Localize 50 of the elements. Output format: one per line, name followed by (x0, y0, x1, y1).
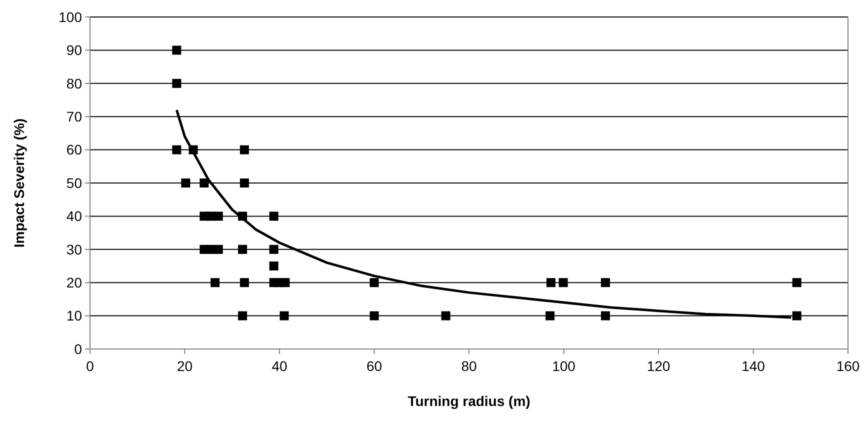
point (240, 278, 249, 288)
point (269, 262, 278, 270)
x-tick-label: 80 (461, 358, 477, 374)
y-tick-label: 80 (66, 75, 82, 92)
point (546, 278, 556, 288)
y-tick-label: 50 (66, 174, 82, 191)
point (240, 178, 249, 188)
point (280, 311, 289, 320)
point (441, 311, 450, 320)
x-axis-title: Turning radius (m) (408, 393, 530, 409)
point (172, 145, 182, 154)
point (546, 311, 555, 320)
y-tick-label: 0 (74, 340, 82, 357)
point (200, 178, 209, 188)
x-tick-label: 20 (176, 358, 193, 374)
y-tick-label: 60 (66, 142, 82, 158)
point (558, 278, 568, 288)
y-tick-label: 90 (66, 42, 82, 58)
y-tick-label: 30 (66, 241, 82, 258)
point (280, 278, 290, 288)
x-tick-label: 0 (86, 358, 94, 374)
point (172, 46, 182, 55)
point (792, 278, 802, 288)
x-tick-label: 40 (272, 358, 288, 374)
point (172, 78, 182, 88)
point (792, 311, 802, 320)
point (370, 311, 379, 320)
point (238, 311, 248, 320)
x-tick-label: 60 (366, 358, 382, 374)
x-tick-label: 160 (836, 358, 860, 374)
x-tick-label: 140 (742, 358, 766, 374)
point (269, 244, 278, 254)
point (370, 278, 379, 288)
point (600, 311, 610, 320)
point (238, 244, 248, 254)
y-tick-label: 40 (66, 208, 82, 224)
x-tick-label: 120 (646, 358, 670, 374)
y-axis-title: Impact Severity (%) (11, 118, 27, 248)
y-tick-label: 10 (66, 308, 82, 324)
point (240, 145, 249, 154)
y-tick-label: 20 (66, 274, 82, 290)
point (214, 212, 223, 221)
y-tick-label: 100 (58, 8, 82, 25)
point (210, 278, 220, 288)
point (600, 278, 610, 288)
y-tick-label: 70 (66, 108, 82, 124)
point (269, 212, 278, 221)
point (214, 244, 223, 254)
x-tick-label: 100 (552, 358, 576, 374)
point (181, 178, 190, 188)
